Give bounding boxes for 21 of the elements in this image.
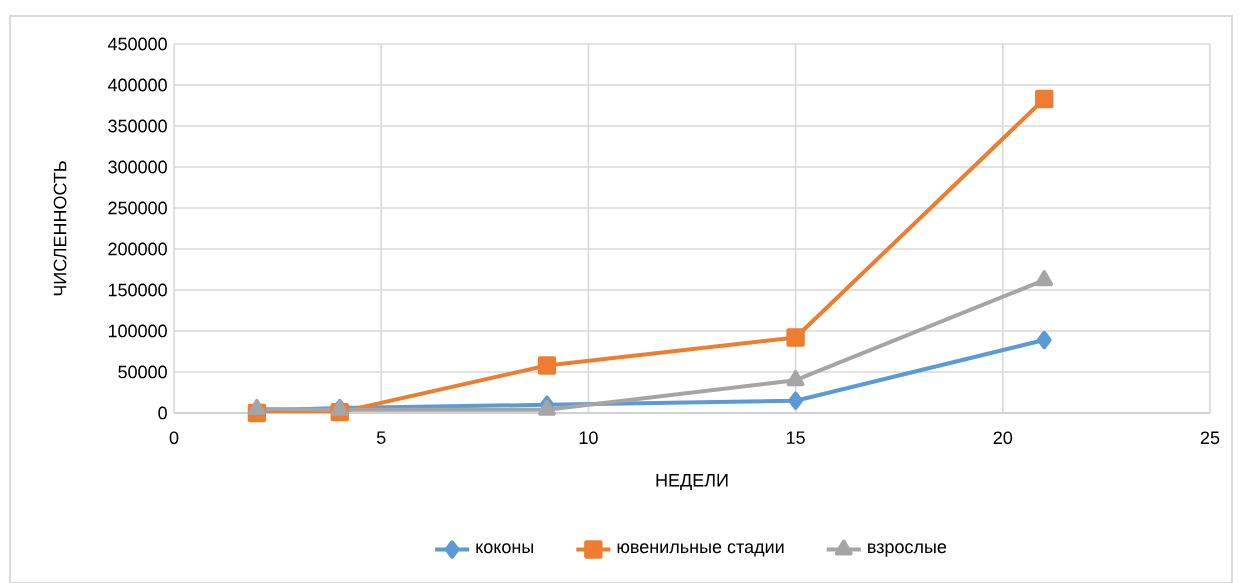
y-tick-label: 0 [158,406,167,420]
x-tick-label: 25 [1200,431,1220,445]
x-tick-label: 20 [993,431,1013,445]
x-tick-label: 5 [376,431,386,444]
y-axis-title: ЧИСЛЕННОСТЬ [53,161,67,296]
y-tick-label: 100000 [108,324,167,338]
legend-label: взрослые [868,543,947,557]
y-tick-label: 200000 [108,242,167,256]
x-tick-label: 0 [169,431,179,445]
y-tick-label: 50000 [118,365,167,379]
y-tick-label: 250000 [108,201,167,215]
legend-label: ювенильные стадии [617,543,784,557]
y-tick-label: 350000 [108,119,167,133]
y-tick-label: 300000 [108,160,167,174]
legend-label: коконы [476,543,534,554]
y-tick-label: 150000 [108,283,167,297]
y-tick-label: 400000 [107,78,167,92]
y-tick-label: 450000 [107,37,167,51]
x-tick-label: 15 [786,431,805,444]
x-axis-title: НЕДЕЛИ [656,474,728,490]
x-tick-label: 10 [579,431,598,445]
